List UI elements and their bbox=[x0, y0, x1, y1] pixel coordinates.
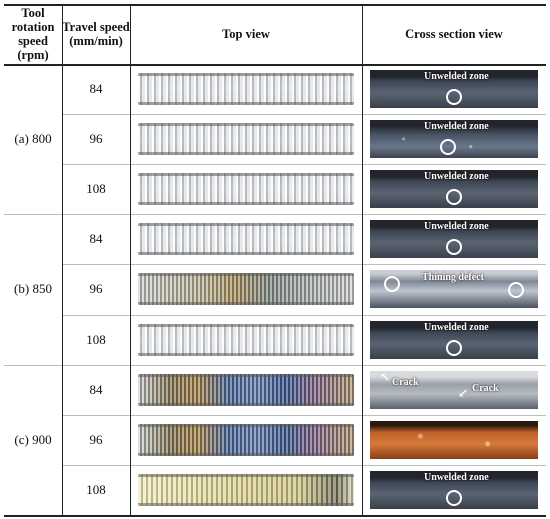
travel-speed-value: 84 bbox=[89, 231, 103, 247]
top-view-weld-image bbox=[138, 473, 354, 506]
weld-edge-top bbox=[138, 323, 354, 327]
defect-circle-marker bbox=[446, 89, 462, 106]
weld-edge-top bbox=[138, 473, 354, 477]
defect-annotation-label: Unwelded zone bbox=[424, 121, 489, 133]
weld-edge-top bbox=[138, 423, 354, 427]
weld-edge-bottom bbox=[138, 302, 354, 306]
row-separator bbox=[62, 314, 546, 316]
row-separator bbox=[62, 114, 546, 116]
defect-circle-marker bbox=[446, 339, 462, 356]
group-separator bbox=[4, 364, 546, 366]
cross-section-image: Unwelded zone bbox=[370, 170, 538, 209]
row-separator bbox=[62, 264, 546, 266]
weld-edge-top bbox=[138, 173, 354, 177]
weld-edge-bottom bbox=[138, 452, 354, 456]
defect-annotation-label: Unwelded zone bbox=[424, 221, 489, 233]
group-separator bbox=[4, 514, 546, 517]
cross-section-image: Unwelded zone bbox=[370, 470, 538, 509]
defect-annotation-label: Thining defect bbox=[422, 272, 484, 284]
defect-annotation-label: Unwelded zone bbox=[424, 171, 489, 183]
cross-section-image: Unwelded zone bbox=[370, 320, 538, 359]
defect-circle-marker bbox=[446, 239, 462, 256]
row-separator bbox=[62, 164, 546, 166]
travel-speed-value: 108 bbox=[86, 181, 106, 197]
top-view-weld-image bbox=[138, 223, 354, 256]
defect-annotation-label: Unwelded zone bbox=[424, 321, 489, 333]
weld-edge-bottom bbox=[138, 102, 354, 106]
header-cross-section: Cross section view bbox=[405, 27, 503, 41]
row-separator bbox=[62, 414, 546, 416]
cross-section-image bbox=[370, 420, 538, 459]
top-view-weld-image bbox=[138, 423, 354, 456]
weld-edge-bottom bbox=[138, 152, 354, 156]
group-separator bbox=[4, 214, 546, 216]
header-top-border bbox=[4, 4, 546, 6]
top-view-weld-image bbox=[138, 123, 354, 156]
weld-edge-bottom bbox=[138, 202, 354, 206]
travel-speed-value: 108 bbox=[86, 331, 106, 347]
defect-circle-marker bbox=[384, 276, 400, 293]
top-view-weld-image bbox=[138, 373, 354, 406]
weld-edge-top bbox=[138, 373, 354, 377]
cross-section-image: Unwelded zone bbox=[370, 70, 538, 109]
defect-circle-marker bbox=[508, 282, 524, 299]
cross-section-image: Crack Crack ↖ ↙ bbox=[370, 370, 538, 409]
header-bottom-border bbox=[4, 64, 546, 66]
rotation-speed-group-label: (a) 800 bbox=[14, 131, 52, 147]
top-view-weld-image bbox=[138, 173, 354, 206]
travel-speed-value: 96 bbox=[89, 281, 103, 297]
rotation-speed-group-label: (b) 850 bbox=[14, 281, 52, 297]
header-travel: Travel speed (mm/min) bbox=[62, 20, 130, 48]
defect-annotation-label: Crack bbox=[392, 376, 419, 388]
column-divider bbox=[130, 4, 131, 515]
arrow-icon: ↙ bbox=[458, 385, 469, 400]
weld-edge-top bbox=[138, 73, 354, 76]
weld-edge-bottom bbox=[138, 402, 354, 406]
top-view-weld-image bbox=[138, 273, 354, 306]
defect-circle-marker bbox=[446, 489, 462, 506]
header-top-view: Top view bbox=[222, 27, 270, 41]
top-view-weld-image bbox=[138, 73, 354, 106]
travel-speed-value: 96 bbox=[89, 131, 103, 147]
arrow-icon: ↖ bbox=[380, 370, 391, 384]
defect-annotation-label: Unwelded zone bbox=[424, 71, 489, 82]
row-separator bbox=[62, 464, 546, 466]
weld-edge-top bbox=[138, 223, 354, 227]
weld-edge-bottom bbox=[138, 252, 354, 256]
defect-annotation-label-2: Crack bbox=[472, 382, 499, 394]
cross-section-image: Thining defect bbox=[370, 270, 538, 309]
defect-circle-marker bbox=[440, 139, 456, 156]
travel-speed-value: 108 bbox=[86, 481, 106, 497]
column-divider bbox=[362, 4, 363, 515]
defect-circle-marker bbox=[446, 189, 462, 206]
rotation-speed-group-label: (c) 900 bbox=[14, 431, 52, 447]
header-rotation: Tool rotation speed (rpm) bbox=[11, 6, 55, 62]
travel-speed-value: 96 bbox=[89, 431, 103, 447]
cross-section-image: Unwelded zone bbox=[370, 120, 538, 159]
defect-annotation-label: Unwelded zone bbox=[424, 471, 489, 483]
column-divider bbox=[62, 4, 63, 515]
top-view-weld-image bbox=[138, 323, 354, 356]
weld-edge-bottom bbox=[138, 352, 354, 356]
weld-edge-top bbox=[138, 273, 354, 277]
travel-speed-value: 84 bbox=[89, 381, 103, 397]
travel-speed-value: 84 bbox=[89, 81, 103, 97]
weld-edge-top bbox=[138, 123, 354, 127]
results-table: Tool rotation speed (rpm) Travel speed (m… bbox=[4, 4, 546, 517]
weld-edge-bottom bbox=[138, 502, 354, 506]
cross-section-image: Unwelded zone bbox=[370, 220, 538, 259]
